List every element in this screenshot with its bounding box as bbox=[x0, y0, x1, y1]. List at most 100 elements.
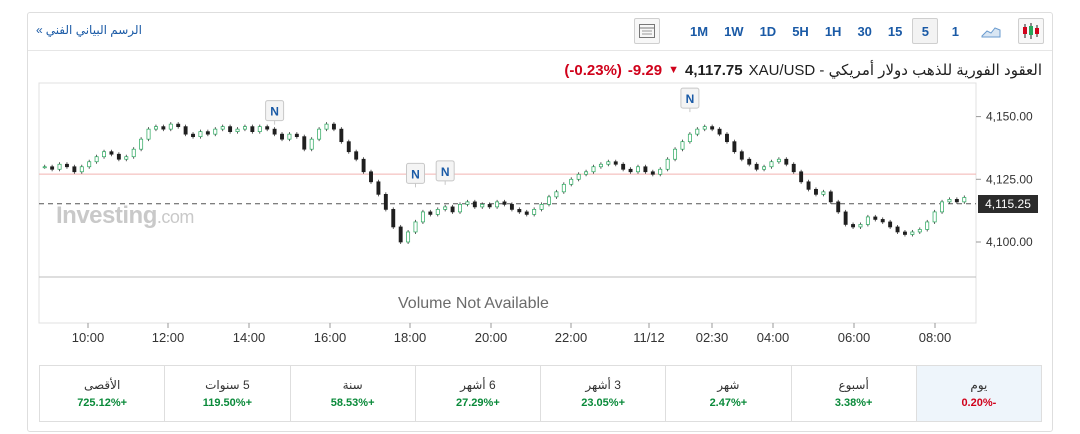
area-chart-button[interactable] bbox=[978, 18, 1004, 44]
change-percent: (-0.23%) bbox=[564, 61, 622, 79]
candle-body bbox=[865, 216, 870, 225]
candle-body bbox=[776, 158, 781, 163]
instrument-name: XAU/USD - العقود الفورية للذهب دولار أمر… bbox=[748, 62, 1042, 79]
candle-body bbox=[220, 126, 225, 130]
candle-body bbox=[910, 231, 915, 235]
candle-body bbox=[109, 151, 114, 155]
watermark-text: Investing bbox=[56, 202, 157, 229]
candle-body bbox=[762, 166, 767, 170]
performance-cell[interactable]: أسبوع +3.38% bbox=[790, 366, 916, 421]
interval-1[interactable]: 1 bbox=[951, 23, 959, 39]
price-chart[interactable]: N N N N 4,150.00 4,125.00 4,100.00 10:00 12:00… bbox=[28, 13, 1054, 358]
performance-cell[interactable]: 5 سنوات +119.50% bbox=[164, 366, 289, 421]
candle-body bbox=[532, 209, 537, 215]
candle-body bbox=[702, 126, 707, 130]
candle-body bbox=[176, 123, 181, 127]
candle-body bbox=[79, 166, 84, 173]
candle-body bbox=[443, 206, 448, 210]
performance-period: 6 أشهر bbox=[460, 378, 496, 392]
candle-body bbox=[235, 128, 240, 132]
full-chart-link[interactable]: الرسم البياني الفني» bbox=[36, 23, 142, 37]
x-tick-label: 22:00 bbox=[555, 330, 588, 345]
performance-value: +2.47% bbox=[709, 397, 748, 409]
candle-body bbox=[72, 166, 77, 173]
candle-body bbox=[502, 201, 507, 205]
interval-5h[interactable]: 5H bbox=[792, 23, 809, 39]
candle-body bbox=[858, 224, 863, 228]
x-tick-label: 18:00 bbox=[394, 330, 427, 345]
candle-body bbox=[131, 148, 136, 158]
performance-cell[interactable]: الأقصى +725.12% bbox=[40, 366, 164, 421]
candle-body bbox=[591, 166, 596, 173]
performance-cell[interactable]: يوم -0.20% bbox=[915, 366, 1041, 421]
performance-value: +58.53% bbox=[330, 397, 375, 409]
candle-body bbox=[94, 156, 99, 163]
candle-body bbox=[687, 133, 692, 143]
chart-widget: الرسم البياني الفني» 1M 1W 1D 5H 1H 30 15 5 1 bbox=[27, 12, 1053, 432]
performance-period: أسبوع bbox=[838, 378, 869, 392]
candle-body bbox=[851, 224, 856, 228]
candle-body bbox=[643, 166, 648, 173]
table-icon bbox=[639, 24, 655, 38]
performance-cell[interactable]: 3 أشهر +23.05% bbox=[540, 366, 665, 421]
interval-30[interactable]: 30 bbox=[857, 23, 872, 39]
interval-1d[interactable]: 1D bbox=[759, 23, 777, 39]
candle-body bbox=[754, 163, 759, 170]
candlestick-chart-button[interactable] bbox=[1018, 18, 1044, 44]
candle-body bbox=[932, 211, 937, 223]
interval-15[interactable]: 15 bbox=[887, 23, 903, 39]
plot-frame bbox=[38, 82, 977, 324]
performance-cell[interactable]: 6 أشهر +27.29% bbox=[414, 366, 540, 421]
performance-cell[interactable]: سنة +58.53% bbox=[289, 366, 415, 421]
candle-body bbox=[57, 163, 62, 170]
candle-body bbox=[420, 211, 425, 223]
gridlines bbox=[976, 116, 981, 243]
x-tick-label: 20:00 bbox=[475, 330, 508, 345]
candle-body bbox=[183, 126, 188, 135]
candle-body bbox=[836, 201, 841, 213]
candles bbox=[42, 122, 967, 245]
candle-body bbox=[880, 219, 885, 223]
interval-1w[interactable]: 1W bbox=[724, 23, 744, 39]
candle-body bbox=[576, 173, 581, 180]
candle-body bbox=[524, 211, 529, 215]
candle-body bbox=[569, 178, 574, 185]
candle-body bbox=[947, 199, 952, 203]
performance-period: 5 سنوات bbox=[205, 378, 250, 392]
candle-body bbox=[739, 151, 744, 160]
performance-value: +23.05% bbox=[581, 397, 625, 409]
candle-body bbox=[331, 123, 336, 130]
candle-body bbox=[272, 128, 277, 135]
x-tick-label: 02:30 bbox=[696, 330, 729, 345]
candle-body bbox=[769, 161, 774, 168]
candle-body bbox=[791, 163, 796, 173]
y-tick-label: 4,150.00 bbox=[986, 110, 1033, 124]
candle-body bbox=[309, 138, 314, 150]
candle-body bbox=[50, 166, 55, 170]
candle-body bbox=[747, 158, 752, 165]
current-price-tag: 4,115.25 bbox=[978, 195, 1038, 213]
candle-body bbox=[954, 199, 959, 203]
candle-body bbox=[458, 204, 462, 213]
performance-value: +725.12% bbox=[77, 397, 128, 409]
candle-body bbox=[339, 128, 344, 143]
candle-body bbox=[554, 191, 559, 198]
news-marker-label: N bbox=[686, 92, 695, 106]
interval-1m[interactable]: 1M bbox=[690, 23, 709, 39]
y-axis: 4,150.00 4,125.00 4,100.00 bbox=[986, 110, 1033, 249]
candle-body bbox=[673, 148, 678, 160]
candle-body bbox=[346, 141, 351, 153]
news-markers: N N N N bbox=[265, 87, 700, 188]
performance-value: +119.50% bbox=[202, 397, 253, 409]
interval-1h[interactable]: 1H bbox=[824, 23, 842, 39]
performance-period: يوم bbox=[970, 378, 988, 392]
investing-watermark: Investing.com bbox=[56, 202, 194, 230]
candle-body bbox=[102, 151, 106, 158]
candle-body bbox=[450, 206, 455, 213]
candle-body bbox=[265, 126, 270, 130]
interval-5[interactable]: 5 bbox=[912, 18, 939, 44]
table-view-button[interactable] bbox=[634, 18, 660, 44]
performance-value: +3.38% bbox=[834, 397, 873, 409]
candle-body bbox=[205, 131, 210, 135]
performance-cell[interactable]: شهر +2.47% bbox=[665, 366, 790, 421]
